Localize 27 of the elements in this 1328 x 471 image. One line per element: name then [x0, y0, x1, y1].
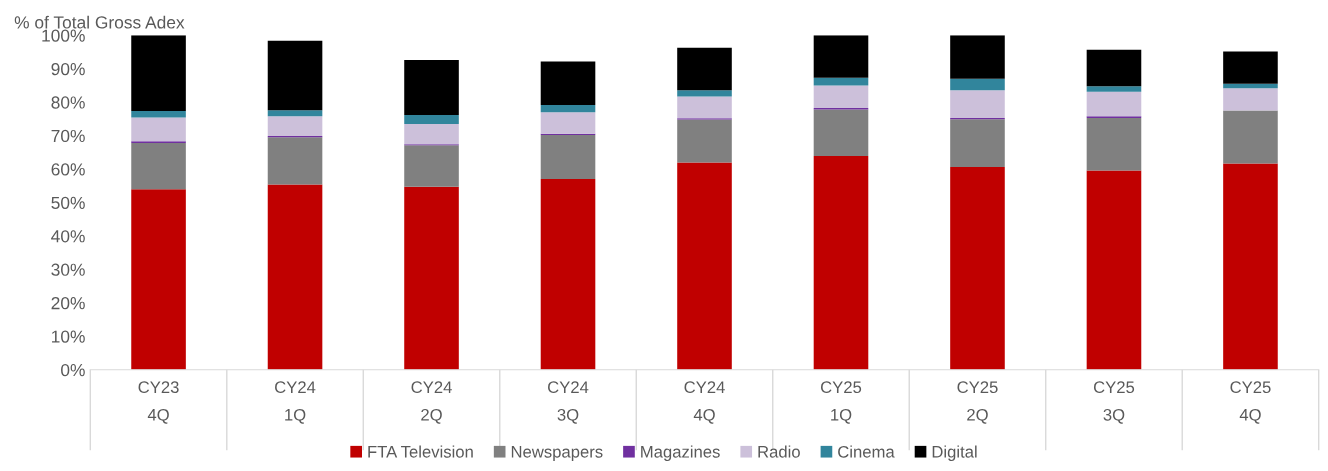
y-tick-label: 80% [51, 96, 85, 109]
y-tick-label: 20% [51, 297, 85, 310]
legend-label: Newspapers [511, 446, 603, 461]
x-tick-label: CY24 3Q [548, 381, 589, 424]
x-tick-label: CY24 4Q [684, 381, 725, 424]
legend-label: FTA Television [368, 445, 473, 458]
legend-label: Digital [932, 445, 977, 461]
legend-label: Magazines [641, 445, 720, 461]
y-axis-title: % of Total Gross Adex [14, 15, 185, 29]
y-tick-label: 40% [51, 230, 85, 243]
legend-label: Cinema [838, 445, 895, 458]
y-tick-label: 10% [52, 330, 85, 343]
legend-label: Radio [758, 445, 800, 458]
x-tick-label: CY23 4Q [138, 381, 179, 424]
y-tick-label: 0% [61, 363, 85, 377]
x-tick-label: CY25 3Q [1093, 381, 1135, 424]
x-tick-label: CY25 4Q [1230, 381, 1271, 424]
y-tick-label: 70% [51, 129, 85, 143]
y-tick-label: 30% [51, 263, 85, 276]
y-tick-label: 100% [42, 29, 85, 42]
x-tick-label: CY24 1Q [275, 381, 316, 424]
y-tick-label: 90% [51, 62, 85, 76]
y-tick-label: 60% [51, 163, 85, 176]
x-tick-label: CY25 2Q [957, 381, 998, 424]
x-tick-label: CY24 2Q [411, 381, 452, 424]
y-tick-label: 50% [51, 196, 85, 209]
x-tick-label: CY25 1Q [820, 381, 862, 424]
